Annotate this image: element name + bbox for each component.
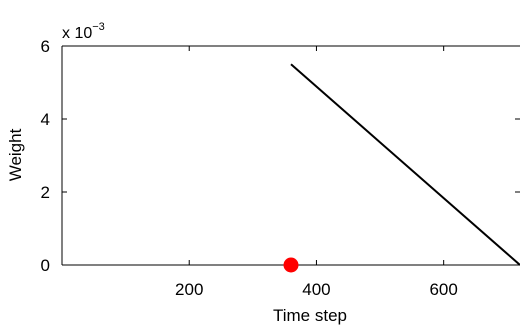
ticks: 200 400 600 0 2 4 6 (41, 37, 520, 299)
marker-layer (283, 257, 299, 273)
y-multiplier-base: x 10 (62, 25, 92, 42)
y-axis-multiplier: x 10−3 (62, 21, 105, 42)
y-tick-label: 4 (41, 110, 50, 129)
series-line (290, 63, 520, 266)
red-marker-point (283, 257, 299, 273)
axes (61, 45, 520, 266)
x-tick-label: 200 (175, 280, 203, 299)
series-layer (290, 63, 520, 266)
x-axis-label: Time step (273, 306, 347, 325)
x-tick-label: 600 (429, 280, 457, 299)
y-tick-label: 0 (41, 256, 50, 275)
y-tick-label: 2 (41, 183, 50, 202)
x-tick-label: 400 (302, 280, 330, 299)
y-axis-label: Weight (6, 128, 25, 181)
y-multiplier-exponent: −3 (92, 21, 105, 33)
y-tick-label: 6 (41, 37, 50, 56)
